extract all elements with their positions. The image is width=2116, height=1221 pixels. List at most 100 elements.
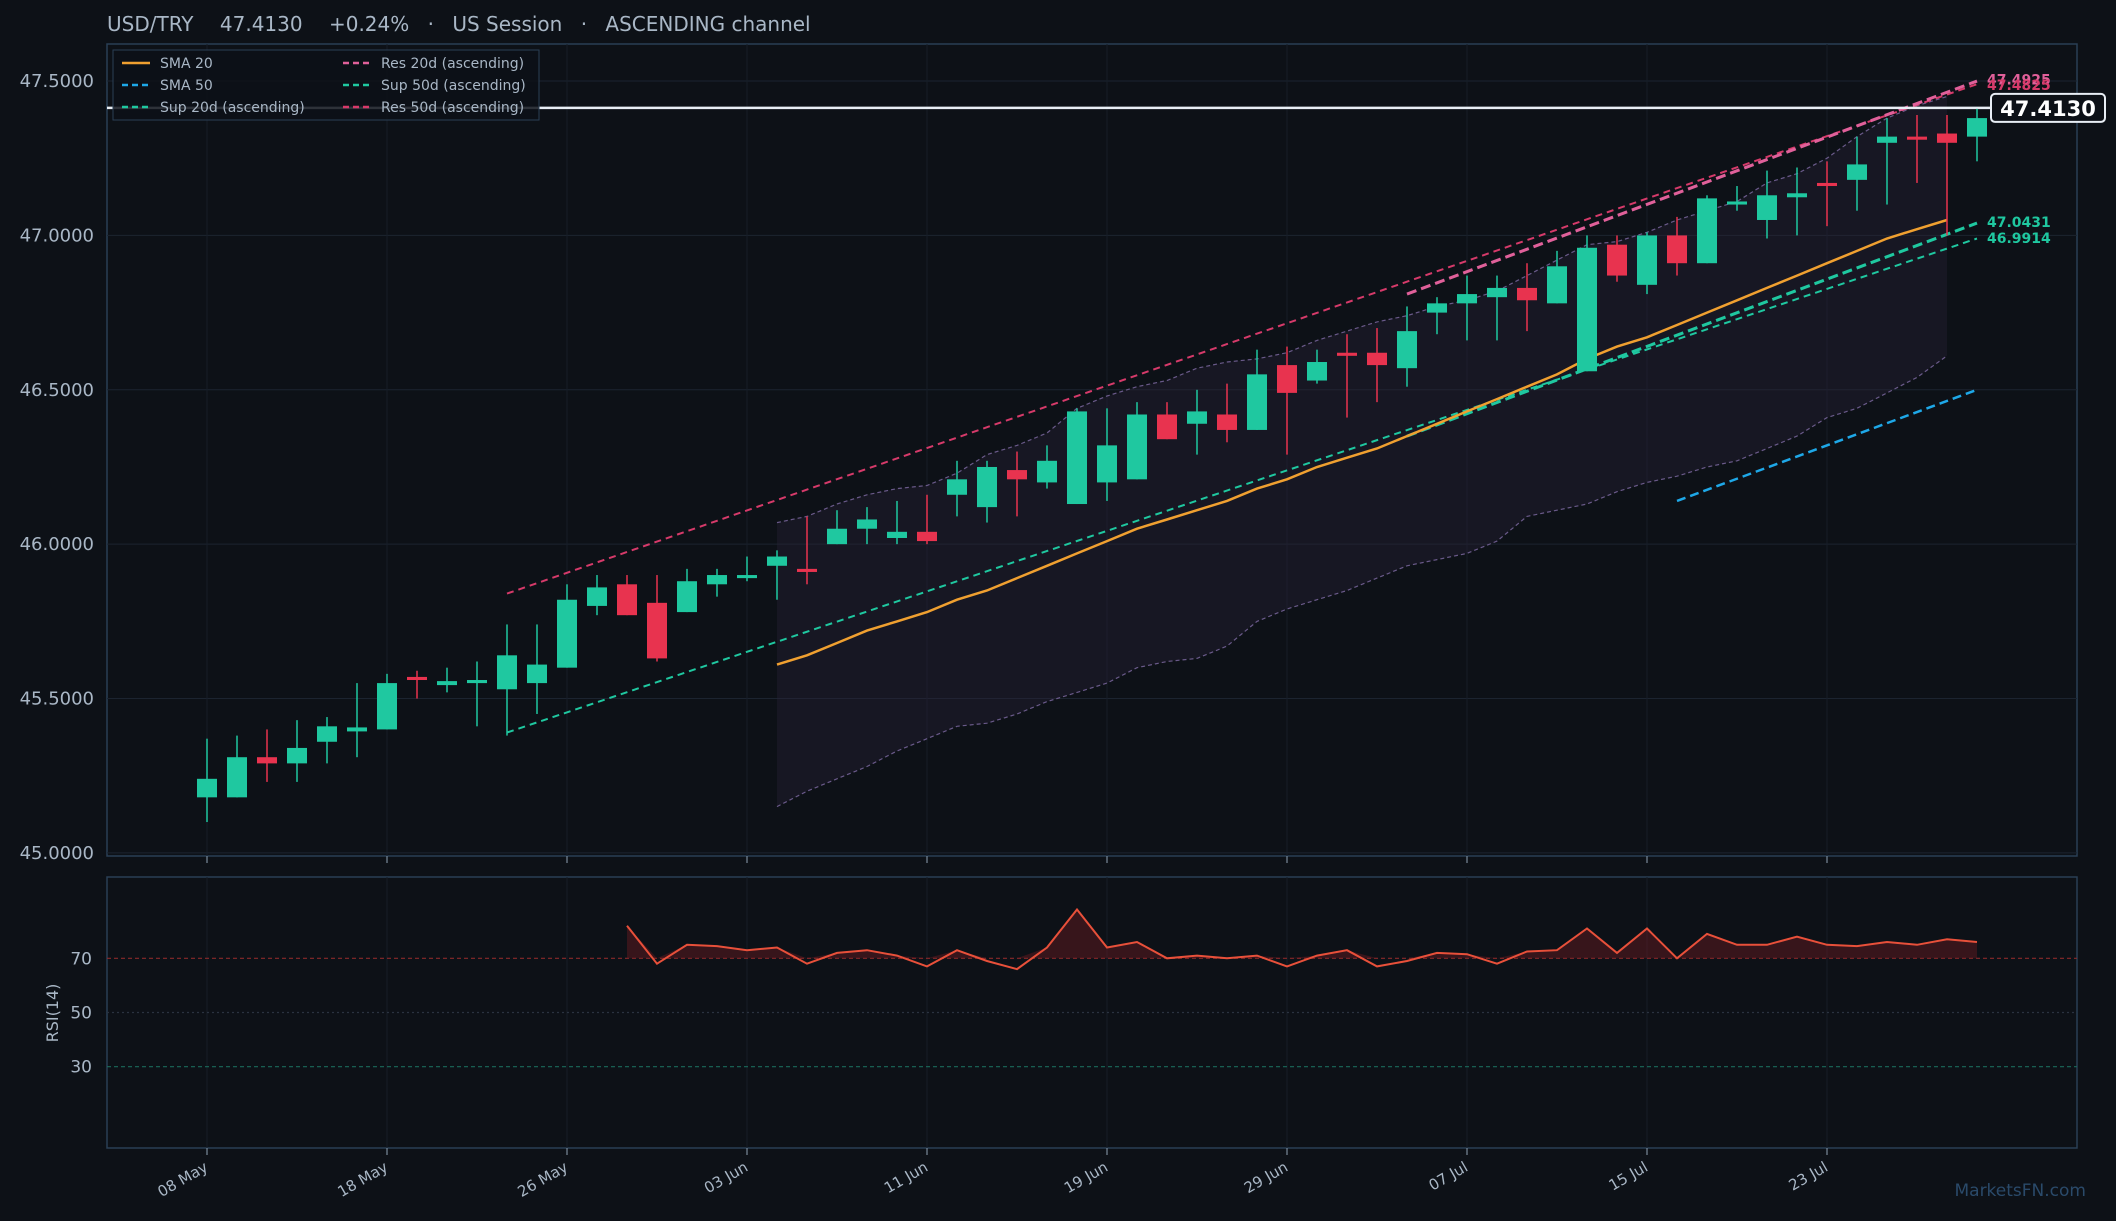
candle-body	[707, 575, 727, 585]
candle-body	[437, 681, 457, 686]
candle-body	[1097, 445, 1117, 483]
xtick-label: 23 Jul	[1786, 1158, 1831, 1195]
candle-body	[347, 727, 367, 732]
candle-body	[1517, 287, 1537, 301]
price-ytick-label: 46.5000	[20, 380, 94, 401]
candle-body	[1967, 118, 1987, 137]
title-price: 47.4130	[220, 12, 303, 36]
title-sep-1: ·	[428, 12, 434, 36]
candle-body	[1307, 362, 1327, 381]
candle-body	[1157, 414, 1177, 440]
candle-body	[1127, 414, 1147, 480]
candle-body	[797, 568, 817, 572]
legend-label: Sup 20d (ascending)	[160, 100, 305, 116]
price-panel-frame	[106, 43, 2078, 857]
candle-body	[887, 531, 907, 538]
legend-label: SMA 20	[160, 56, 213, 72]
price-ytick-label: 47.0000	[20, 225, 94, 246]
rsi-line	[626, 907, 1978, 971]
candle-body	[677, 581, 697, 613]
price-ytick-label: 45.5000	[20, 689, 94, 710]
rsi-layer: 30 50 70 RSI(14)	[43, 907, 2077, 1078]
candle-body	[1037, 460, 1057, 483]
candle-body	[917, 531, 937, 542]
candle-body	[377, 683, 397, 730]
xtick-label: 11 Jun	[881, 1158, 931, 1197]
price-ytick-label: 47.5000	[20, 71, 94, 92]
legend-label: SMA 50	[160, 78, 213, 94]
chart-title: USD/TRY 47.4130 +0.24% · US Session · AS…	[107, 12, 811, 36]
price-tag-label: 47.4130	[2000, 97, 2096, 121]
candle-body	[1367, 352, 1387, 366]
candle-body	[947, 479, 967, 495]
legend-label: Res 50d (ascending)	[381, 100, 524, 116]
title-symbol: USD/TRY	[107, 12, 194, 36]
candle-body	[287, 747, 307, 764]
candle-body	[587, 587, 607, 606]
candle-body	[1937, 133, 1957, 143]
candle-body	[257, 757, 277, 764]
legend-label: Sup 50d (ascending)	[381, 78, 526, 94]
legend: SMA 20 SMA 50 Sup 20d (ascending) Res 20d (…	[112, 49, 540, 121]
candle-body	[1727, 201, 1747, 205]
candle-body	[647, 602, 667, 659]
candle-body	[737, 575, 757, 579]
trendline-0	[506, 83, 1978, 595]
candle-body	[767, 556, 787, 566]
candle-body	[1607, 244, 1627, 276]
legend-label: Res 20d (ascending)	[381, 56, 524, 72]
candle-body	[977, 466, 997, 508]
right-value-label: 47.0431	[1987, 215, 2051, 231]
price-tag-box	[1990, 92, 2106, 123]
rsi-axis-label: RSI(14)	[43, 984, 62, 1043]
candle-body	[557, 599, 577, 668]
candle-body	[617, 584, 637, 616]
candle-body	[1487, 287, 1507, 298]
candle-body	[1817, 182, 1837, 187]
candle-body	[1217, 414, 1237, 430]
candle-body	[1907, 136, 1927, 140]
xtick-label: 15 Jul	[1606, 1158, 1651, 1195]
price-panel	[106, 43, 2078, 857]
trendline-1	[506, 237, 1978, 734]
candle-body	[1757, 195, 1777, 220]
legend-box	[112, 49, 540, 121]
xtick-label: 07 Jul	[1426, 1158, 1471, 1195]
candle-body	[227, 757, 247, 798]
right-value-label: 47.4825	[1987, 78, 2051, 94]
rsi-ytick-label: 50	[70, 1004, 92, 1024]
candle-body	[857, 519, 877, 529]
xtick-label: 03 Jun	[701, 1158, 751, 1197]
candle-body	[497, 655, 517, 690]
candle-body	[1877, 136, 1897, 143]
rsi-overbought-fill	[627, 909, 1977, 959]
candle-body	[827, 528, 847, 545]
candle-body	[1337, 352, 1357, 356]
price-ytick-label: 45.0000	[20, 843, 94, 864]
candle-body	[317, 726, 337, 742]
trendline-2	[1406, 79, 1978, 296]
candles-layer	[197, 108, 1987, 823]
title-channel: ASCENDING channel	[605, 12, 810, 36]
candle-body	[1427, 303, 1447, 313]
right-value-label: 47.4925	[1987, 73, 2051, 89]
candle-body	[1667, 235, 1687, 264]
candle-body	[407, 676, 427, 681]
candle-body	[1457, 294, 1477, 304]
candle-body	[1397, 331, 1417, 369]
xtick-label: 08 May	[154, 1158, 211, 1201]
right-value-label: 46.9914	[1987, 231, 2051, 247]
bollinger-upper-line	[776, 95, 1948, 524]
title-session: US Session	[452, 12, 562, 36]
candle-body	[1787, 193, 1807, 198]
candle-body	[197, 778, 217, 798]
title-change: +0.24%	[329, 12, 409, 36]
sma20-line	[776, 218, 1948, 666]
candle-body	[467, 680, 487, 684]
candle-body	[1187, 411, 1207, 424]
candle-body	[527, 664, 547, 684]
xtick-label: 29 Jun	[1241, 1158, 1291, 1197]
candle-body	[1577, 247, 1597, 372]
title-sep-2: ·	[581, 12, 587, 36]
price-ytick-label: 46.0000	[20, 534, 94, 555]
